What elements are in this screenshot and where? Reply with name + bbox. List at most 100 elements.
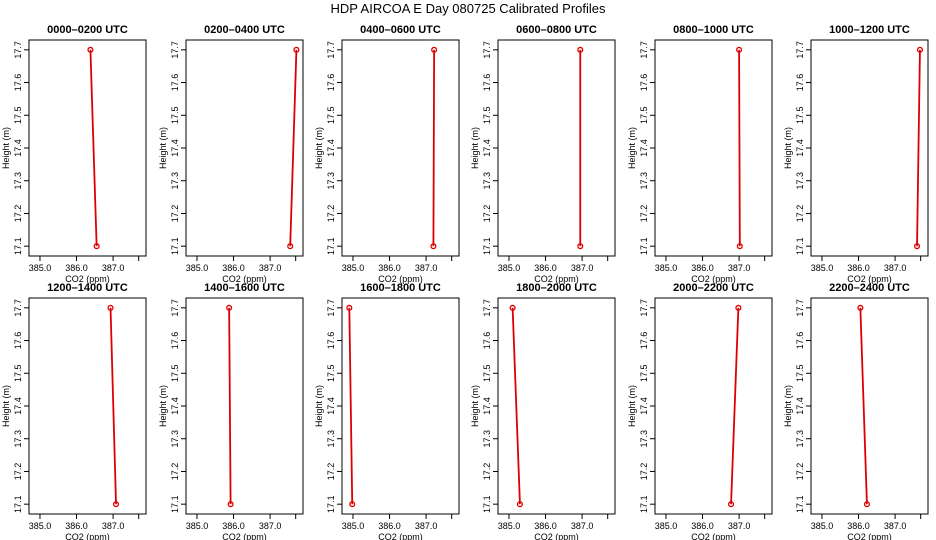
y-axis-label: Height (m) <box>470 385 480 427</box>
y-tick-label: 17.7 <box>170 299 180 317</box>
x-tick-label: 386.0 <box>65 263 88 273</box>
y-tick-label: 17.1 <box>326 495 336 513</box>
x-axis-label: CO2 (ppm) <box>691 532 736 540</box>
y-tick-label: 17.4 <box>326 397 336 415</box>
y-tick-label: 17.3 <box>795 430 805 448</box>
y-tick-label: 17.6 <box>795 332 805 350</box>
profile-line <box>511 307 521 505</box>
x-tick-label: 385.0 <box>655 263 678 273</box>
plot-frame <box>810 297 929 515</box>
data-point <box>107 304 114 311</box>
y-tick-label: 17.2 <box>170 463 180 481</box>
x-tick-label: 387.0 <box>415 263 438 273</box>
figure-title: HDP AIRCOA E Day 080725 Calibrated Profi… <box>330 1 606 16</box>
y-tick-label: 17.7 <box>482 41 492 59</box>
x-tick-label: 386.0 <box>847 521 870 531</box>
y-axis-label: Height (m) <box>1 385 11 427</box>
x-tick-label: 387.0 <box>259 263 282 273</box>
plot-frame <box>185 297 304 515</box>
y-tick-label: 17.1 <box>482 237 492 255</box>
data-point <box>736 46 743 53</box>
data-point <box>293 46 300 53</box>
x-axis-label: CO2 (ppm) <box>691 274 736 284</box>
y-tick-label: 17.4 <box>639 397 649 415</box>
y-tick-label: 17.3 <box>795 172 805 190</box>
plot-frame <box>28 297 147 515</box>
data-point <box>226 304 233 311</box>
y-tick-label: 17.2 <box>326 205 336 223</box>
y-tick-label: 17.6 <box>482 332 492 350</box>
plot-frame <box>341 297 460 515</box>
y-tick-label: 17.4 <box>482 397 492 415</box>
y-tick-label: 17.2 <box>482 463 492 481</box>
y-tick-label: 17.3 <box>170 430 180 448</box>
profile-line <box>738 49 741 247</box>
panel-title: 1800–2000 UTC <box>516 282 597 294</box>
x-tick-label: 387.0 <box>102 521 125 531</box>
y-tick-label: 17.6 <box>13 74 23 92</box>
x-tick-label: 386.0 <box>222 263 245 273</box>
plot-frame <box>185 39 304 257</box>
panel-title: 0000–0200 UTC <box>47 24 128 36</box>
y-tick-label: 17.5 <box>639 365 649 383</box>
y-tick-label: 17.4 <box>326 139 336 157</box>
panel-title: 0400–0600 UTC <box>360 24 441 36</box>
data-point <box>509 304 516 311</box>
y-tick-label: 17.2 <box>482 205 492 223</box>
y-tick-label: 17.5 <box>482 107 492 125</box>
x-axis-label: CO2 (ppm) <box>378 274 423 284</box>
panel-title: 1200–1400 UTC <box>47 282 128 294</box>
panel-title: 2200–2400 UTC <box>829 282 910 294</box>
x-tick-label: 386.0 <box>691 521 714 531</box>
y-tick-label: 17.5 <box>326 365 336 383</box>
y-tick-label: 17.2 <box>639 205 649 223</box>
y-tick-label: 17.7 <box>170 41 180 59</box>
profile-line <box>859 307 868 505</box>
y-axis-label: Height (m) <box>783 385 793 427</box>
y-axis-label: Height (m) <box>783 127 793 169</box>
data-point <box>349 501 356 508</box>
x-tick-label: 387.0 <box>415 521 438 531</box>
x-tick-label: 387.0 <box>259 521 282 531</box>
x-axis-label: CO2 (ppm) <box>65 274 110 284</box>
data-point <box>346 304 353 311</box>
x-tick-label: 385.0 <box>811 521 834 531</box>
profile-line <box>89 49 98 247</box>
y-tick-label: 17.4 <box>482 139 492 157</box>
y-tick-label: 17.3 <box>482 172 492 190</box>
x-tick-label: 387.0 <box>884 521 907 531</box>
plot-frame <box>810 39 929 257</box>
x-tick-label: 385.0 <box>811 263 834 273</box>
x-tick-label: 386.0 <box>847 263 870 273</box>
x-tick-label: 386.0 <box>65 521 88 531</box>
y-axis-label: Height (m) <box>627 127 637 169</box>
x-tick-label: 387.0 <box>571 263 594 273</box>
y-tick-label: 17.6 <box>170 74 180 92</box>
y-tick-label: 17.6 <box>639 332 649 350</box>
x-tick-label: 385.0 <box>342 263 365 273</box>
y-tick-label: 17.1 <box>326 237 336 255</box>
y-tick-label: 17.7 <box>639 41 649 59</box>
y-tick-label: 17.5 <box>639 107 649 125</box>
data-point <box>736 243 743 250</box>
data-point <box>227 501 234 508</box>
data-point <box>93 243 100 250</box>
y-tick-label: 17.1 <box>170 495 180 513</box>
x-axis-label: CO2 (ppm) <box>847 274 892 284</box>
x-tick-label: 387.0 <box>571 521 594 531</box>
profile-line <box>289 49 298 247</box>
y-axis-label: Height (m) <box>1 127 11 169</box>
y-tick-label: 17.5 <box>13 365 23 383</box>
x-tick-label: 385.0 <box>186 263 209 273</box>
y-tick-label: 17.5 <box>482 365 492 383</box>
y-tick-label: 17.1 <box>13 495 23 513</box>
y-tick-label: 17.2 <box>170 205 180 223</box>
profile-line <box>109 307 117 505</box>
x-tick-label: 385.0 <box>498 263 521 273</box>
